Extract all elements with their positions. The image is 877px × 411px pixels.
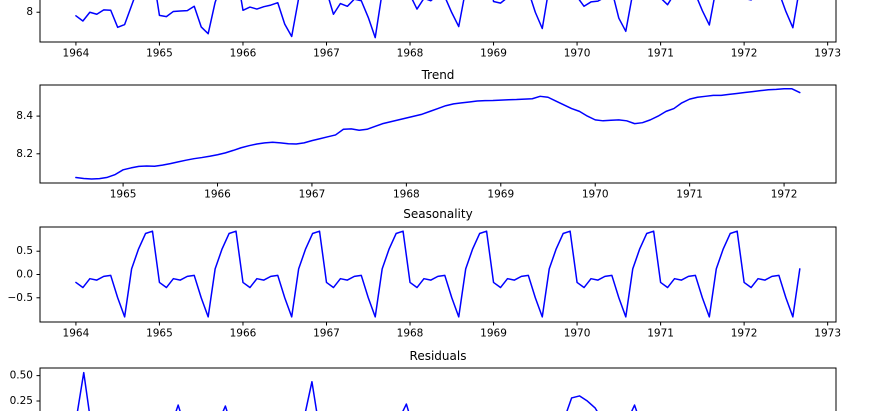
observed-xtick-label: 1971 [647, 48, 674, 60]
seasonality-ytick-label: 0.0 [16, 269, 33, 281]
trend-xtick-label: 1971 [676, 189, 703, 201]
seasonality-xtick-label: 1969 [480, 328, 507, 340]
seasonality-subplot: 1964 1965 1966 1967 1968 1969 1970 1971 1972 1973… [8, 226, 841, 340]
seasonality-line [75, 230, 801, 318]
residuals-axes-box [39, 367, 837, 411]
seasonality-xtick-label: 1966 [230, 328, 257, 340]
trend-xtick-label: 1969 [487, 189, 514, 201]
seasonality-ytick-label: −0.5 [8, 292, 34, 304]
observed-xtick-label: 1970 [564, 48, 591, 60]
trend-xtick-label: 1972 [771, 189, 798, 201]
seasonality-axes-box [39, 226, 837, 323]
trend-xtick-label: 1968 [393, 189, 420, 201]
observed-axes-box [39, 0, 837, 43]
observed-xtick-label: 1968 [397, 48, 424, 60]
trend-line [75, 88, 801, 180]
seasonality-xtick-label: 1964 [63, 328, 90, 340]
seasonality-xtick-label: 1968 [397, 328, 424, 340]
seasonality-xtick-label: 1970 [564, 328, 591, 340]
residuals-ytick-label: 0.50 [10, 370, 33, 382]
seasonality-xtick-label: 1973 [814, 328, 841, 340]
observed-xtick-label: 1969 [480, 48, 507, 60]
trend-xtick-label: 1965 [110, 189, 137, 201]
seasonality-title: Seasonality [403, 207, 473, 221]
trend-xtick-label: 1970 [582, 189, 609, 201]
trend-axes-box [39, 84, 837, 184]
observed-xtick-label: 1965 [146, 48, 173, 60]
observed-xtick-label: 1964 [63, 48, 90, 60]
residuals-ytick-label: 0.25 [10, 395, 33, 407]
residuals-subplot: 0.25 0.50 [10, 367, 837, 411]
residuals-title: Residuals [409, 349, 467, 363]
trend-ytick-label: 8.4 [16, 110, 33, 122]
observed-line [75, 0, 799, 39]
seasonality-xtick-label: 1965 [146, 328, 173, 340]
observed-ytick-label: 8 [26, 6, 33, 18]
observed-xtick-label: 1966 [230, 48, 257, 60]
trend-subplot: 1965 1966 1967 1968 1969 1970 1971 1972 8.2 8.4 [16, 84, 837, 201]
trend-xtick-label: 1967 [299, 189, 326, 201]
observed-xtick-label: 1967 [313, 48, 340, 60]
seasonality-xtick-label: 1972 [731, 328, 758, 340]
trend-title: Trend [421, 68, 455, 82]
seasonality-xtick-label: 1971 [647, 328, 674, 340]
observed-xtick-label: 1972 [731, 48, 758, 60]
seasonality-ytick-label: 0.5 [16, 245, 33, 257]
observed-subplot: 1964 1965 1966 1967 1968 1969 1970 1971 1972 1973… [26, 0, 841, 60]
seasonality-xtick-label: 1967 [313, 328, 340, 340]
trend-xtick-label: 1966 [204, 189, 231, 201]
observed-xtick-label: 1973 [814, 48, 841, 60]
trend-ytick-label: 8.2 [16, 148, 33, 160]
residuals-line [76, 371, 638, 411]
